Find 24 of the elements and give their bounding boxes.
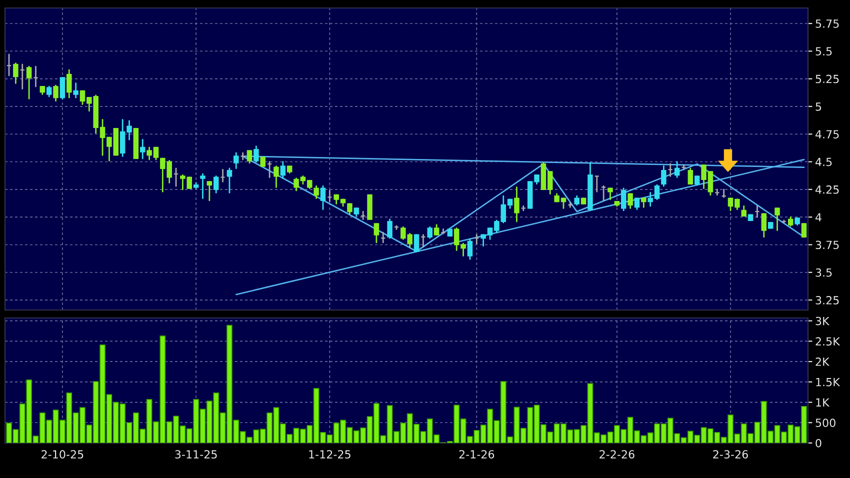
y-tick-label: 500: [816, 418, 836, 428]
y-tick-label: 1.5K: [816, 378, 840, 386]
y-tick-label: 0: [816, 438, 822, 448]
y-tick-label: 4.25: [815, 185, 839, 194]
y-tick-label: 3.75: [816, 240, 839, 250]
x-tick-label: 1-12-25: [309, 450, 350, 459]
x-tick-label: 2-3-26: [713, 450, 748, 459]
x-tick-label: 2-1-26: [459, 450, 494, 459]
x-tick-label: 2-10-25: [42, 450, 84, 459]
y-tick-label: 3.5: [816, 268, 832, 277]
y-tick-label: 4.5: [815, 158, 832, 166]
y-tick-label: 4: [815, 213, 822, 222]
y-tick-label: 5.25: [816, 74, 839, 84]
y-tick-label: 2.5K: [816, 337, 840, 346]
x-tick-label: 2-2-26: [600, 450, 634, 459]
x-tick-label: 3-11-25: [175, 450, 217, 459]
y-tick-label: 5.75: [816, 20, 839, 28]
y-tick-label: 5.5: [816, 47, 832, 56]
y-tick-label: 1K: [816, 398, 830, 407]
y-tick-label: 4.75: [815, 130, 839, 138]
y-tick-label: 2K: [816, 358, 830, 366]
y-tick-label: 3K: [816, 316, 830, 326]
y-tick-label: 3.25: [816, 296, 839, 304]
y-tick-label: 5: [816, 102, 822, 111]
